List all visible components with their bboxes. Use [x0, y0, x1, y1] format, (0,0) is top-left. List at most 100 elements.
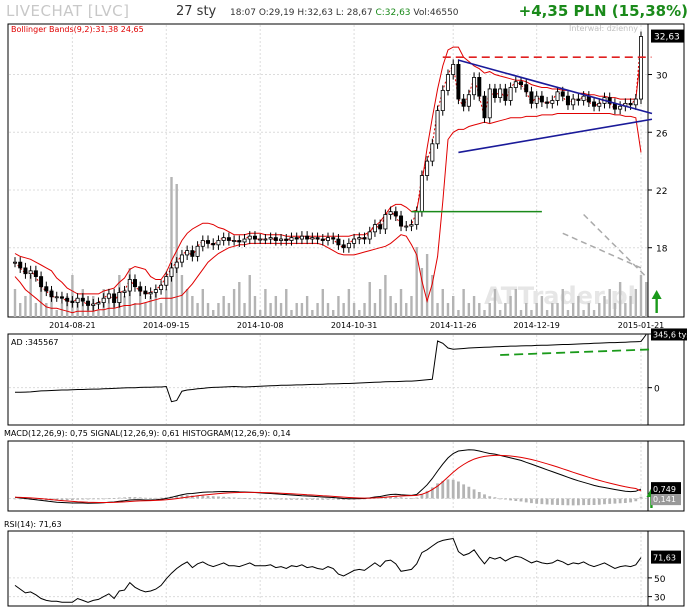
histogram-bar	[154, 497, 158, 499]
candle-body	[534, 95, 539, 104]
histogram-bar	[592, 498, 596, 505]
histogram-bar	[540, 498, 544, 505]
candle-body	[258, 238, 263, 241]
candle-body	[592, 101, 597, 107]
volume-bar	[483, 310, 486, 317]
volume-bar	[50, 289, 53, 317]
y-tick-label: 50	[654, 575, 666, 585]
candle-body	[445, 74, 450, 91]
volume-bar	[107, 303, 111, 317]
volume-bar	[488, 303, 491, 317]
volume-bar	[561, 289, 564, 317]
ad-trend-line	[500, 348, 652, 356]
histogram-bar	[509, 498, 512, 501]
candle-body	[310, 237, 315, 240]
candle-body	[221, 237, 226, 241]
volume-bar	[144, 303, 147, 317]
candle-body	[252, 235, 257, 240]
axis-frame	[647, 530, 685, 607]
histogram-bar	[76, 498, 79, 500]
volume-bar	[603, 296, 606, 317]
candle-body	[325, 237, 330, 241]
candle-body	[65, 297, 70, 302]
histogram-bar	[253, 498, 257, 500]
x-tick-label: 2014-08-21	[49, 321, 96, 330]
volume-bar	[478, 303, 481, 317]
histogram-bar	[566, 498, 570, 506]
volume-bar	[332, 310, 335, 317]
candle-body	[466, 94, 471, 107]
histogram-bar	[587, 498, 591, 505]
candle-body	[560, 91, 565, 97]
macd-legend: MACD(12,26,9): 0,75 SIGNAL(12,26,9): 0,6…	[4, 429, 291, 438]
histogram-bar	[331, 498, 335, 500]
rsi-line	[14, 537, 642, 603]
candle-body	[550, 100, 555, 104]
x-tick-label: 2014-11-26	[430, 321, 477, 330]
candle-body	[164, 276, 169, 286]
volume-bar	[358, 310, 361, 317]
volume-bar	[545, 310, 549, 317]
histogram-bar	[107, 498, 111, 500]
candle-body	[185, 250, 190, 256]
volume-bar	[24, 296, 27, 317]
volume-bar	[368, 282, 371, 317]
histogram-bar	[493, 497, 497, 499]
candle-body	[273, 237, 278, 241]
ad-line	[15, 334, 647, 403]
histogram-bar	[629, 498, 632, 503]
candle-body	[482, 95, 487, 119]
candle-body	[315, 237, 320, 240]
histogram-bar	[138, 497, 142, 499]
candle-body	[581, 95, 586, 101]
candle-body	[232, 240, 237, 242]
histogram-bar	[305, 498, 309, 500]
candle-body	[393, 211, 398, 217]
histogram-bar	[102, 498, 106, 500]
histogram-bar	[368, 498, 372, 500]
candle-body	[456, 64, 461, 100]
volume-bar	[342, 303, 345, 317]
candle-body	[86, 300, 91, 306]
histogram-bar	[415, 497, 419, 499]
candle-body	[268, 237, 273, 240]
volume-bar	[290, 310, 293, 317]
candle-body	[430, 143, 435, 162]
histogram-bar	[514, 498, 518, 501]
volume-bar	[446, 303, 450, 317]
volume-bar	[352, 303, 356, 317]
candle-body	[388, 211, 393, 215]
histogram-bar	[18, 498, 22, 500]
volume-bar	[112, 303, 116, 317]
candle-body	[153, 289, 158, 293]
volume-bar	[498, 310, 502, 317]
volume-bar	[556, 303, 559, 317]
volume-bar	[530, 310, 533, 317]
candle-body	[226, 237, 231, 241]
volume-bar	[159, 303, 163, 317]
candle-body	[425, 160, 430, 176]
candle-body	[294, 237, 299, 240]
histogram-bar	[321, 498, 325, 500]
rsi-legend: RSI(14): 71,63	[4, 520, 62, 529]
histogram-bar	[430, 487, 434, 499]
histogram-bar	[410, 498, 413, 500]
candle-body	[200, 240, 205, 247]
volume-bar	[139, 289, 142, 317]
x-tick-label: 2014-10-08	[237, 321, 284, 330]
candle-body	[352, 238, 357, 244]
histogram-bar	[420, 494, 424, 499]
volume-bar	[624, 303, 627, 317]
candle-body	[571, 98, 576, 106]
candle-body	[39, 276, 44, 288]
histogram-bar	[55, 498, 59, 501]
histogram-bar	[462, 484, 466, 499]
histogram-bar	[623, 498, 627, 503]
histogram-bar	[404, 497, 408, 499]
candle-body	[279, 238, 284, 241]
candle-body	[362, 237, 367, 240]
candle-body	[80, 297, 85, 302]
candle-body	[539, 95, 544, 103]
